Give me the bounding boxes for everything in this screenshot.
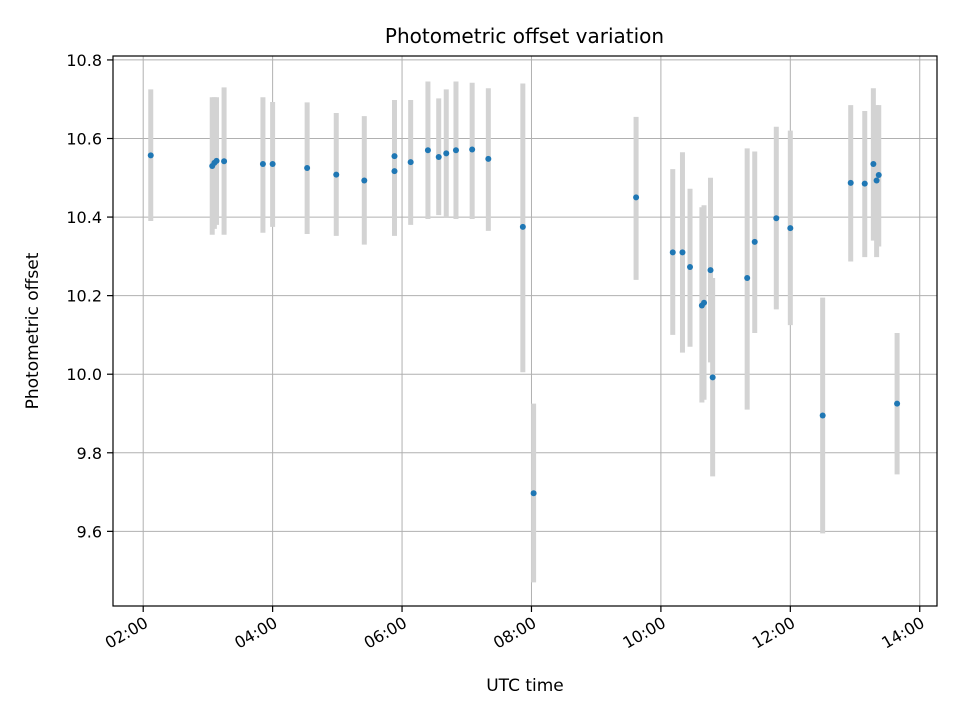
- data-point: [819, 412, 826, 419]
- data-point: [633, 194, 640, 201]
- data-point: [443, 150, 450, 157]
- error-bars: [148, 81, 900, 583]
- data-point: [773, 215, 780, 222]
- data-point: [707, 267, 714, 274]
- data-point: [424, 147, 431, 154]
- chart-title: Photometric offset variation: [385, 24, 664, 48]
- y-axis-title: Photometric offset: [23, 252, 43, 409]
- data-point: [870, 161, 877, 168]
- y-tick-label: 10.2: [66, 287, 102, 306]
- x-tick-label: 08:00: [490, 613, 539, 653]
- data-point: [391, 153, 398, 160]
- plot-frame: [112, 55, 938, 607]
- data-point: [452, 147, 459, 154]
- data-point: [259, 161, 266, 168]
- data-point: [221, 158, 228, 165]
- data-point: [701, 299, 708, 306]
- x-tick-label: 04:00: [231, 613, 280, 653]
- y-tick-label: 10.6: [66, 130, 102, 149]
- data-point: [687, 263, 694, 270]
- data-point: [861, 180, 868, 187]
- data-point: [391, 168, 398, 175]
- x-tick-label: 10:00: [619, 613, 668, 653]
- data-point: [213, 157, 220, 164]
- y-tick-label: 9.6: [77, 522, 102, 541]
- data-point: [873, 177, 880, 184]
- x-axis: 02:00 04:00 06:00 08:00 10:00 12:00 14:00: [102, 606, 928, 653]
- data-point: [787, 225, 794, 232]
- y-tick-label: 9.8: [77, 444, 102, 463]
- x-tick-label: 14:00: [878, 613, 927, 653]
- data-point: [435, 153, 442, 160]
- y-axis: 9.6 9.8 10.0 10.2 10.4 10.6 10.8: [66, 51, 113, 541]
- y-tick-label: 10.4: [66, 208, 102, 227]
- data-point: [530, 490, 537, 497]
- x-tick-label: 02:00: [102, 613, 151, 653]
- x-axis-title: UTC time: [486, 676, 564, 696]
- data-point: [519, 223, 526, 230]
- data-point: [751, 238, 758, 245]
- data-point: [679, 249, 686, 256]
- x-tick-label: 06:00: [361, 613, 410, 653]
- data-point: [894, 400, 901, 407]
- data-point: [485, 155, 492, 162]
- data-point: [304, 164, 311, 171]
- y-tick-label: 10.0: [66, 365, 102, 384]
- data-point: [744, 274, 751, 281]
- data-points: [147, 146, 901, 497]
- data-point: [847, 179, 854, 186]
- x-tick-label: 12:00: [749, 613, 798, 653]
- data-point: [147, 152, 154, 159]
- data-point: [333, 171, 340, 178]
- data-point: [709, 374, 716, 381]
- data-point: [361, 177, 368, 184]
- data-point: [669, 249, 676, 256]
- y-tick-label: 10.8: [66, 51, 102, 70]
- data-point: [407, 159, 414, 166]
- data-point: [469, 146, 476, 153]
- data-point: [875, 172, 882, 179]
- data-point: [269, 161, 276, 168]
